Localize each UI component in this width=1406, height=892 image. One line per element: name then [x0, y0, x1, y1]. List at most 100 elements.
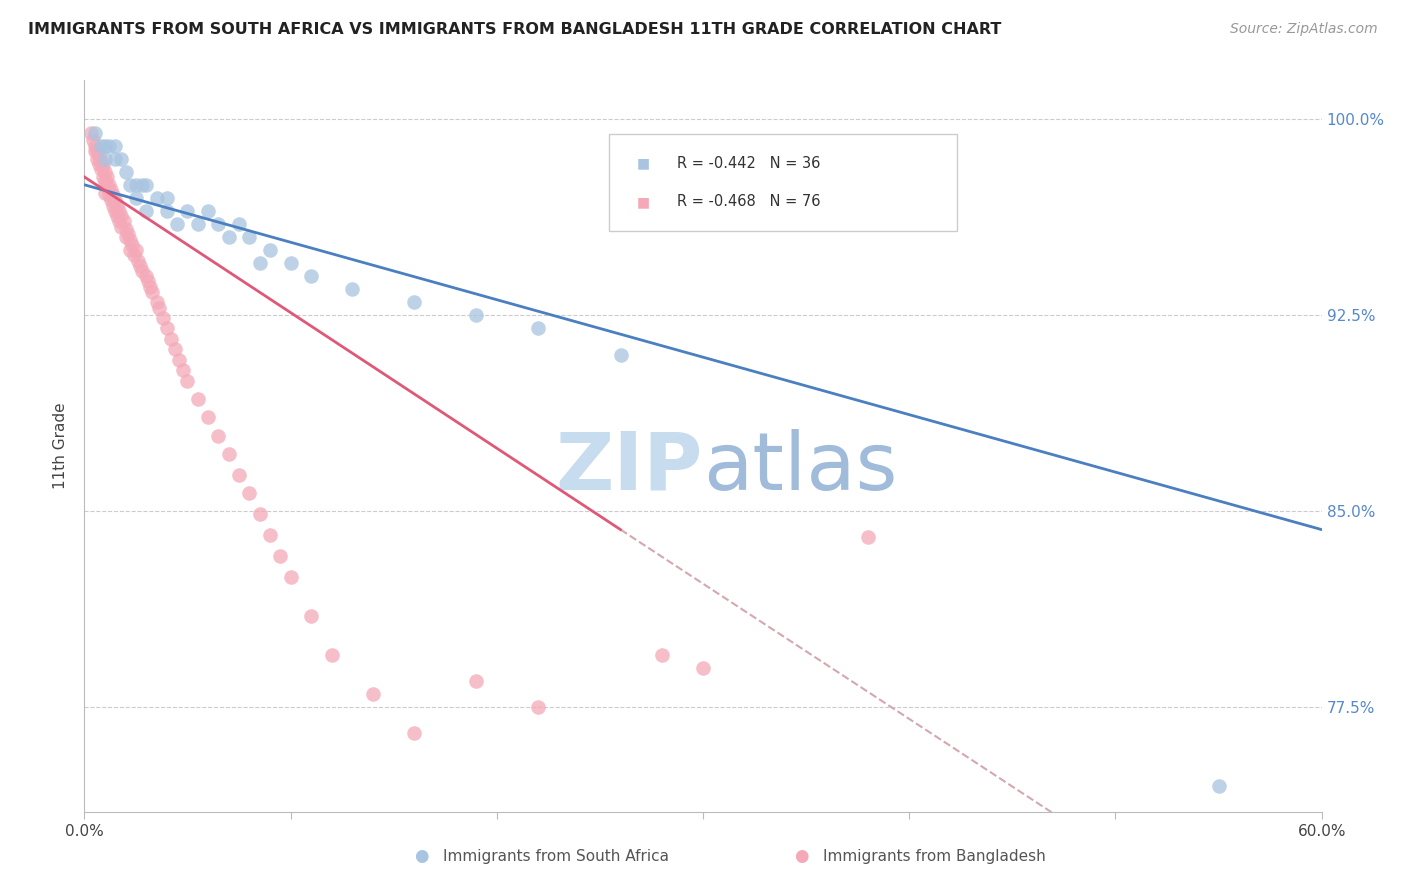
Text: ■: ■	[637, 195, 650, 209]
Point	[527, 321, 550, 335]
Point	[280, 256, 302, 270]
Point	[269, 549, 291, 563]
Point	[83, 144, 105, 158]
Text: Source: ZipAtlas.com: Source: ZipAtlas.com	[1230, 22, 1378, 37]
Point	[259, 243, 281, 257]
Point	[1208, 779, 1230, 793]
Point	[131, 264, 153, 278]
Point	[141, 285, 163, 299]
Y-axis label: 11th Grade: 11th Grade	[53, 402, 69, 490]
Text: R = -0.442   N = 36: R = -0.442 N = 36	[676, 156, 820, 171]
Point	[228, 467, 250, 482]
Text: ■: ■	[637, 156, 650, 170]
Point	[79, 126, 101, 140]
Point	[87, 149, 110, 163]
Point	[94, 186, 117, 200]
Point	[118, 233, 141, 247]
Point	[249, 256, 271, 270]
Point	[127, 253, 149, 268]
Point	[135, 178, 157, 192]
Point	[238, 486, 260, 500]
Point	[103, 188, 125, 202]
Text: R = -0.468   N = 76: R = -0.468 N = 76	[676, 194, 820, 210]
Point	[100, 194, 122, 208]
Point	[197, 203, 219, 218]
Point	[114, 222, 136, 236]
Point	[110, 209, 132, 223]
Point	[108, 214, 131, 228]
Point	[321, 648, 343, 662]
Point	[167, 352, 190, 367]
Point	[87, 157, 110, 171]
Point	[100, 183, 122, 197]
Point	[94, 178, 117, 192]
Point	[112, 214, 135, 228]
Point	[156, 191, 179, 205]
Point	[342, 282, 364, 296]
Point	[527, 700, 550, 714]
Point	[135, 269, 157, 284]
Text: ZIP: ZIP	[555, 429, 703, 507]
Point	[465, 674, 488, 689]
Point	[104, 138, 127, 153]
Point	[361, 687, 384, 701]
Point	[108, 203, 131, 218]
Point	[103, 199, 125, 213]
Text: ●: ●	[415, 847, 429, 865]
Point	[136, 275, 159, 289]
Point	[299, 608, 322, 623]
Point	[104, 152, 127, 166]
Point	[131, 178, 153, 192]
Point	[228, 217, 250, 231]
Point	[83, 138, 105, 153]
Text: ●: ●	[794, 847, 808, 865]
Point	[110, 219, 132, 234]
Point	[145, 191, 167, 205]
Point	[82, 133, 104, 147]
Point	[104, 194, 127, 208]
Point	[692, 661, 714, 675]
Point	[218, 230, 240, 244]
Point	[156, 321, 179, 335]
Point	[139, 279, 162, 293]
Text: Immigrants from South Africa: Immigrants from South Africa	[443, 849, 669, 863]
Point	[166, 217, 188, 231]
Point	[117, 227, 139, 242]
Point	[156, 203, 179, 218]
Point	[125, 191, 148, 205]
Point	[280, 569, 302, 583]
Point	[118, 243, 141, 257]
Point	[90, 162, 112, 177]
Point	[96, 169, 118, 184]
Point	[259, 528, 281, 542]
Point	[83, 126, 105, 140]
Point	[114, 164, 136, 178]
Point	[135, 203, 157, 218]
Point	[118, 178, 141, 192]
Point	[172, 363, 194, 377]
Point	[121, 238, 143, 252]
Point	[91, 169, 114, 184]
Point	[207, 428, 229, 442]
Point	[125, 243, 148, 257]
Point	[145, 295, 167, 310]
Text: Immigrants from Bangladesh: Immigrants from Bangladesh	[823, 849, 1045, 863]
Point	[104, 203, 127, 218]
Point	[94, 164, 117, 178]
Point	[299, 269, 322, 284]
Point	[197, 410, 219, 425]
Point	[122, 248, 145, 262]
Point	[176, 203, 198, 218]
Text: atlas: atlas	[703, 429, 897, 507]
Point	[90, 154, 112, 169]
Point	[96, 180, 118, 194]
Point	[94, 138, 117, 153]
Point	[86, 144, 108, 158]
Point	[165, 343, 187, 357]
Point	[160, 332, 183, 346]
Point	[238, 230, 260, 244]
Point	[94, 152, 117, 166]
Point	[105, 209, 128, 223]
Text: IMMIGRANTS FROM SOUTH AFRICA VS IMMIGRANTS FROM BANGLADESH 11TH GRADE CORRELATIO: IMMIGRANTS FROM SOUTH AFRICA VS IMMIGRAN…	[28, 22, 1001, 37]
Point	[90, 138, 112, 153]
